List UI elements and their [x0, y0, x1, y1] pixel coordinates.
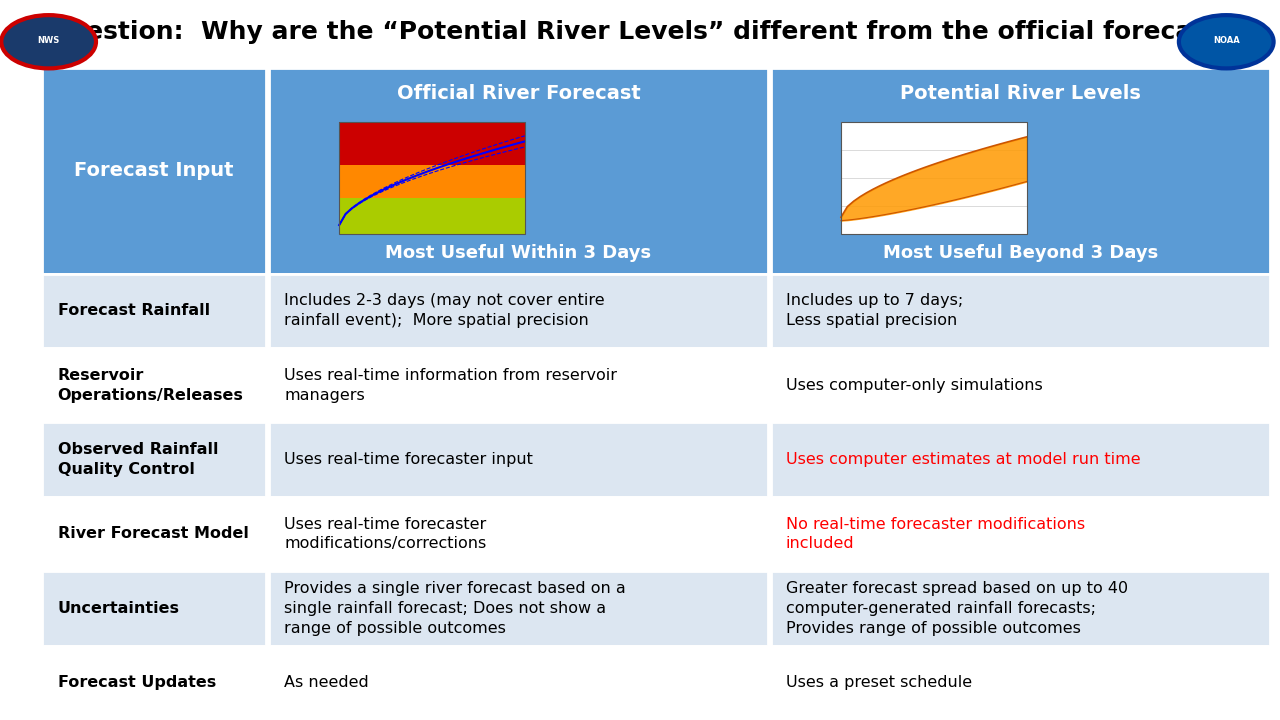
- Text: Most Useful Within 3 Days: Most Useful Within 3 Days: [385, 244, 652, 262]
- FancyBboxPatch shape: [42, 497, 266, 571]
- FancyBboxPatch shape: [42, 646, 266, 720]
- FancyBboxPatch shape: [269, 348, 768, 423]
- FancyBboxPatch shape: [771, 571, 1270, 646]
- Text: Uses real-time forecaster
modifications/corrections: Uses real-time forecaster modifications/…: [284, 516, 486, 552]
- Text: River Forecast Model: River Forecast Model: [58, 526, 248, 541]
- Text: NWS: NWS: [37, 36, 60, 45]
- FancyBboxPatch shape: [269, 68, 768, 274]
- FancyBboxPatch shape: [771, 646, 1270, 720]
- Text: Forecast Updates: Forecast Updates: [58, 675, 216, 690]
- Text: Forecast Rainfall: Forecast Rainfall: [58, 303, 210, 318]
- Text: No real-time forecaster modifications
included: No real-time forecaster modifications in…: [786, 516, 1085, 552]
- FancyBboxPatch shape: [42, 274, 266, 348]
- Text: Uses real-time forecaster input: Uses real-time forecaster input: [284, 452, 532, 467]
- FancyBboxPatch shape: [841, 122, 1027, 234]
- FancyBboxPatch shape: [339, 122, 525, 234]
- Circle shape: [1179, 15, 1274, 68]
- FancyBboxPatch shape: [339, 198, 525, 234]
- FancyBboxPatch shape: [771, 423, 1270, 497]
- FancyBboxPatch shape: [42, 423, 266, 497]
- Text: NOAA: NOAA: [1213, 36, 1239, 45]
- Text: Uses a preset schedule: Uses a preset schedule: [786, 675, 972, 690]
- Text: As needed: As needed: [284, 675, 369, 690]
- Text: Potential River Levels: Potential River Levels: [900, 84, 1140, 103]
- FancyBboxPatch shape: [771, 497, 1270, 571]
- Text: Greater forecast spread based on up to 40
computer-generated rainfall forecasts;: Greater forecast spread based on up to 4…: [786, 581, 1128, 636]
- FancyBboxPatch shape: [771, 68, 1270, 274]
- FancyBboxPatch shape: [339, 122, 525, 165]
- FancyBboxPatch shape: [771, 274, 1270, 348]
- FancyBboxPatch shape: [269, 423, 768, 497]
- Text: Includes up to 7 days;
Less spatial precision: Includes up to 7 days; Less spatial prec…: [786, 294, 963, 328]
- FancyBboxPatch shape: [269, 571, 768, 646]
- FancyBboxPatch shape: [771, 348, 1270, 423]
- FancyBboxPatch shape: [269, 646, 768, 720]
- Text: Question:  Why are the “Potential River Levels” different from the official fore: Question: Why are the “Potential River L…: [46, 20, 1234, 45]
- Text: Uses computer estimates at model run time: Uses computer estimates at model run tim…: [786, 452, 1140, 467]
- Text: Official River Forecast: Official River Forecast: [397, 84, 640, 103]
- Text: Uncertainties: Uncertainties: [58, 601, 179, 616]
- FancyBboxPatch shape: [42, 571, 266, 646]
- Text: Uses real-time information from reservoir
managers: Uses real-time information from reservoi…: [284, 368, 617, 402]
- FancyBboxPatch shape: [841, 122, 1027, 234]
- FancyBboxPatch shape: [42, 68, 266, 274]
- Text: Forecast Input: Forecast Input: [74, 161, 234, 181]
- Text: Most Useful Beyond 3 Days: Most Useful Beyond 3 Days: [882, 244, 1158, 262]
- Circle shape: [1, 15, 96, 68]
- Text: Reservoir
Operations/Releases: Reservoir Operations/Releases: [58, 368, 243, 402]
- FancyBboxPatch shape: [42, 348, 266, 423]
- Text: Uses computer-only simulations: Uses computer-only simulations: [786, 378, 1043, 392]
- Text: Observed Rainfall
Quality Control: Observed Rainfall Quality Control: [58, 442, 218, 477]
- Text: Provides a single river forecast based on a
single rainfall forecast; Does not s: Provides a single river forecast based o…: [284, 581, 626, 636]
- FancyBboxPatch shape: [269, 274, 768, 348]
- Text: Includes 2-3 days (may not cover entire
rainfall event);  More spatial precision: Includes 2-3 days (may not cover entire …: [284, 294, 604, 328]
- FancyBboxPatch shape: [339, 165, 525, 198]
- FancyBboxPatch shape: [269, 497, 768, 571]
